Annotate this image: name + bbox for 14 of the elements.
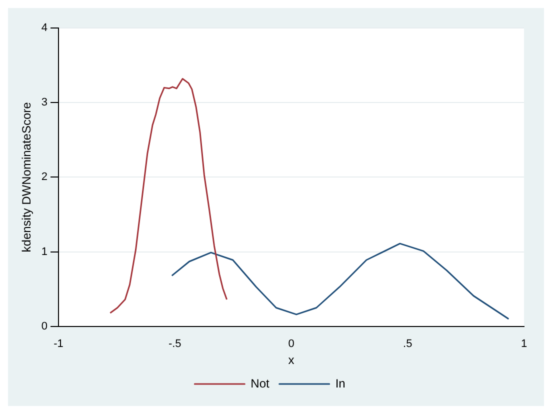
x-tick-label: 1 xyxy=(520,338,528,350)
y-tick-label: 2 xyxy=(41,171,48,184)
x-tick-label: .5 xyxy=(403,338,412,350)
y-tick-label: 3 xyxy=(41,96,48,109)
y-tick-label: 1 xyxy=(41,246,48,258)
x-tick-label: 0 xyxy=(288,338,294,350)
x-tick-label: -.5 xyxy=(168,338,182,350)
y-tick-label: 4 xyxy=(41,22,48,34)
x-axis-title: x xyxy=(288,353,294,368)
y-axis-title: kdensity DWNominateScore xyxy=(20,102,34,252)
x-tick-label: -1 xyxy=(54,338,64,350)
legend-label: In xyxy=(335,376,346,390)
y-tick-label: 0 xyxy=(41,320,48,332)
legend-label: Not xyxy=(250,376,270,390)
